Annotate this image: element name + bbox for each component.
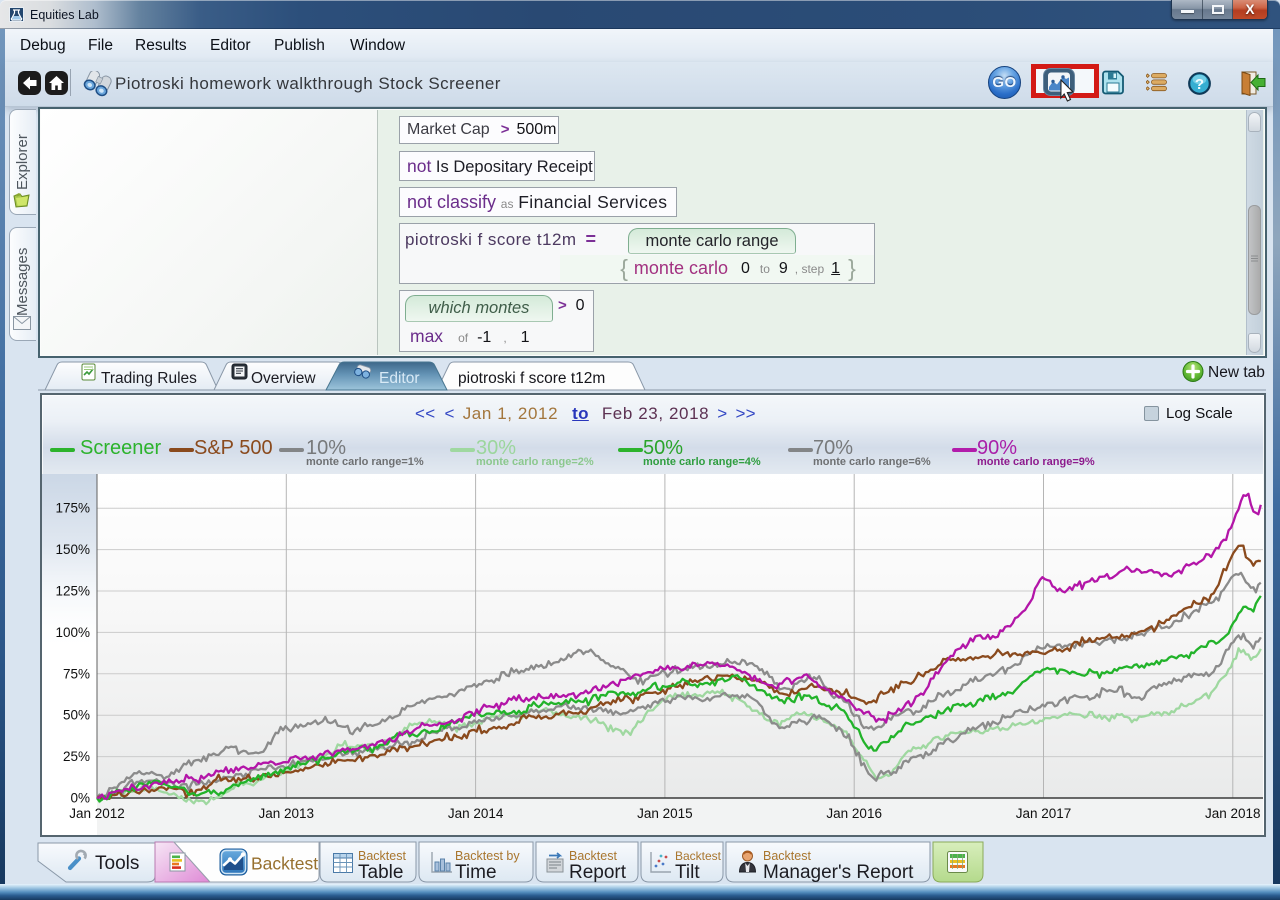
svg-text:100%: 100% (55, 625, 90, 640)
svg-text:Jan 2012: Jan 2012 (69, 806, 125, 821)
svg-text:Tools: Tools (95, 853, 139, 874)
svg-text:piotroski f score t12m: piotroski f score t12m (458, 370, 605, 387)
svg-text:25%: 25% (63, 749, 90, 764)
svg-text:Jan 2016: Jan 2016 (826, 806, 882, 821)
svg-text:Backtest: Backtest (251, 854, 318, 874)
svg-text:?: ? (1195, 76, 1204, 93)
svg-text:0%: 0% (70, 791, 90, 806)
svg-text:Tilt: Tilt (675, 862, 700, 883)
svg-text:Report: Report (569, 862, 627, 883)
svg-text:Jan 2013: Jan 2013 (259, 806, 315, 821)
svg-text:Backtest by: Backtest by (455, 849, 520, 863)
svg-text:Table: Table (358, 862, 403, 883)
svg-text:Time: Time (455, 862, 497, 883)
svg-text:Jan 2018: Jan 2018 (1205, 806, 1261, 821)
svg-text:Jan 2017: Jan 2017 (1016, 806, 1072, 821)
svg-text:Backtest: Backtest (569, 849, 617, 863)
svg-text:New tab: New tab (1208, 364, 1265, 381)
svg-text:150%: 150% (55, 542, 90, 557)
svg-text:Backtest: Backtest (763, 849, 811, 863)
svg-text:Backtest: Backtest (675, 849, 722, 863)
svg-text:125%: 125% (55, 584, 90, 599)
svg-text:Manager's Report: Manager's Report (763, 862, 914, 883)
svg-text:175%: 175% (55, 501, 90, 516)
svg-text:75%: 75% (63, 666, 90, 681)
svg-text:Trading Rules: Trading Rules (101, 370, 197, 387)
svg-text:Editor: Editor (379, 370, 420, 387)
svg-text:Backtest: Backtest (358, 849, 406, 863)
svg-text:Overview: Overview (251, 370, 316, 387)
svg-text:Jan 2014: Jan 2014 (448, 806, 504, 821)
svg-text:50%: 50% (63, 708, 90, 723)
svg-text:Jan 2015: Jan 2015 (637, 806, 693, 821)
